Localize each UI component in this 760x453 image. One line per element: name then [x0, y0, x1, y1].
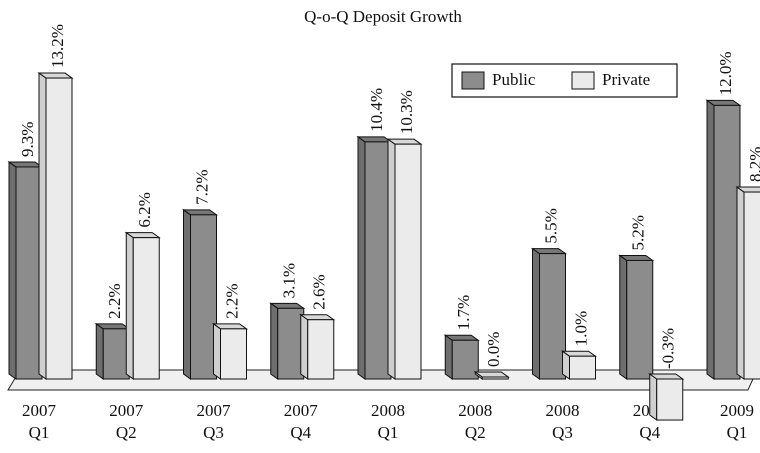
- x-tick-label: 2007 Q4: [284, 401, 319, 442]
- x-tick-label: 2008 Q3: [546, 401, 580, 442]
- bar-side: [183, 208, 191, 380]
- value-label: 1.7%: [454, 295, 473, 330]
- bar-top: [735, 186, 760, 193]
- bar-front: [132, 237, 160, 380]
- bar-side: [387, 138, 396, 380]
- bar-side: [444, 334, 453, 380]
- x-tick-label: 2008 Q2: [458, 401, 492, 442]
- bar-side: [649, 373, 658, 422]
- bar-front: [394, 143, 422, 380]
- value-label: 13.2%: [48, 24, 67, 68]
- legend-box: [451, 63, 678, 98]
- legend-swatch: [461, 71, 485, 90]
- bar-side: [213, 322, 221, 380]
- value-label: 3.1%: [280, 263, 299, 298]
- bar-front: [15, 166, 43, 380]
- value-label: 12.0%: [716, 51, 735, 95]
- value-label: 6.2%: [135, 192, 154, 227]
- bar: [94, 322, 131, 380]
- bar-side: [619, 254, 628, 380]
- bar-side: [270, 302, 279, 380]
- bar-front: [539, 253, 566, 380]
- bar: [530, 247, 568, 380]
- bar-side: [8, 160, 17, 380]
- bar-side: [300, 313, 309, 380]
- bar-side: [95, 322, 104, 380]
- bar-side: [357, 135, 366, 380]
- bar-front: [626, 259, 654, 380]
- bar-side: [736, 186, 745, 380]
- bar-side: [532, 247, 540, 380]
- bar: [124, 231, 161, 380]
- bar-front: [481, 376, 509, 380]
- bar: [648, 373, 685, 422]
- bar: [299, 313, 336, 380]
- value-label: 10.4%: [367, 88, 386, 132]
- bar: [386, 138, 423, 380]
- legend-label: Private: [602, 70, 650, 89]
- value-label: 5.2%: [629, 215, 648, 250]
- value-label: 9.3%: [18, 122, 37, 157]
- bar-front: [743, 191, 760, 380]
- bar: [37, 72, 74, 380]
- bar: [443, 334, 480, 380]
- value-label: 10.3%: [397, 90, 416, 134]
- x-tick-label: 2007 Q1: [22, 401, 57, 442]
- bar-front: [277, 307, 305, 380]
- bar: [356, 135, 393, 380]
- bar-front: [569, 355, 596, 380]
- value-label: 2.2%: [105, 283, 124, 318]
- bar: [473, 371, 510, 380]
- value-label: -0.3%: [659, 328, 678, 369]
- bar-front: [364, 141, 392, 380]
- value-label: 2.2%: [222, 283, 241, 318]
- bar: [269, 302, 306, 380]
- x-tick-label: 2007 Q3: [197, 401, 232, 442]
- bar: [735, 186, 760, 380]
- bar: [7, 160, 44, 380]
- bar-front: [656, 378, 684, 421]
- bar-front: [190, 214, 217, 380]
- bar-side: [706, 99, 715, 380]
- value-label: 7.2%: [192, 169, 211, 204]
- legend-swatch: [571, 71, 595, 90]
- bar-front: [102, 328, 130, 380]
- bar-front: [713, 104, 741, 380]
- bar-front: [307, 319, 335, 380]
- value-label: 2.6%: [310, 274, 329, 309]
- x-tick-label: 2009 Q1: [720, 401, 754, 442]
- chart-title: Q-o-Q Deposit Growth: [304, 7, 462, 26]
- value-label: 0.0%: [484, 332, 503, 367]
- bar-side: [125, 231, 134, 380]
- value-label: 8.2%: [746, 147, 760, 182]
- legend: Public Private: [451, 63, 678, 98]
- bar-front: [220, 328, 247, 380]
- bar: [181, 208, 219, 380]
- bar: [560, 350, 598, 380]
- bar-side: [38, 72, 47, 380]
- x-tick-label: 2008 Q1: [371, 401, 405, 442]
- value-label: 1.0%: [571, 311, 590, 346]
- legend-label: Public: [492, 70, 536, 89]
- bar: [618, 254, 655, 380]
- bar: [211, 322, 249, 380]
- bar: [705, 99, 742, 380]
- bar-front: [45, 77, 73, 380]
- value-label: 5.5%: [541, 208, 560, 243]
- bar-front: [451, 339, 479, 380]
- x-tick-label: 2007 Q2: [109, 401, 144, 442]
